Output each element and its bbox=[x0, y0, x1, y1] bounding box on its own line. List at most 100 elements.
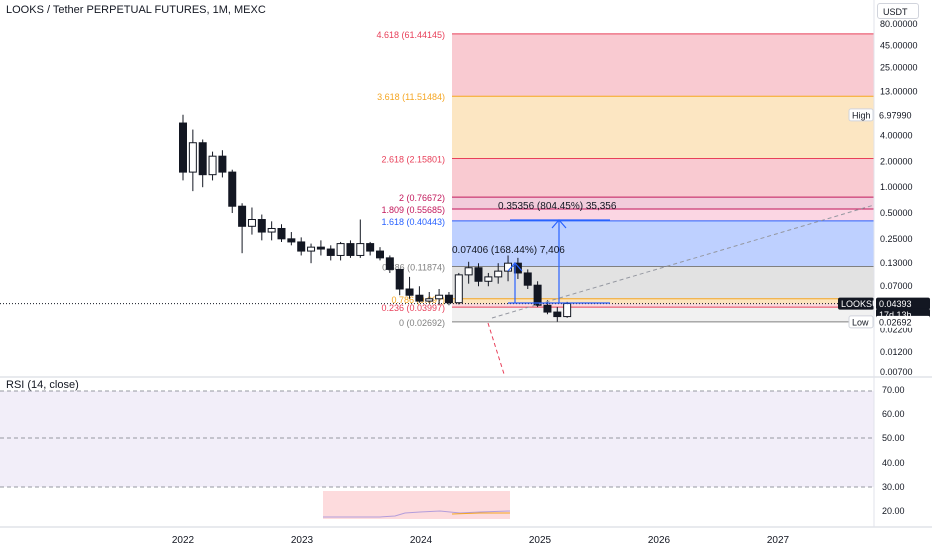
candle-body-19 bbox=[366, 243, 375, 252]
price-tick: 0.02200 bbox=[880, 324, 913, 334]
fib-label-8: 0.236 (0.03997) bbox=[381, 303, 445, 313]
candle-body-31 bbox=[484, 276, 493, 282]
candle-body-9 bbox=[267, 227, 276, 233]
measure-arrowhead-1 bbox=[507, 262, 523, 272]
fib-zone-3 bbox=[452, 197, 874, 210]
candle-body-4 bbox=[218, 155, 227, 173]
fib-label-5: 1.618 (0.40443) bbox=[381, 217, 445, 227]
price-tick: 0.50000 bbox=[880, 208, 913, 218]
fib-label-9: 0 (0.02692) bbox=[399, 318, 445, 328]
symbol-title[interactable]: LOOKS / Tether PERPETUAL FUTURES, 1M, ME… bbox=[6, 4, 266, 16]
fib-zone-8 bbox=[452, 303, 874, 308]
candle-body-12 bbox=[297, 241, 306, 252]
time-tick: 2025 bbox=[529, 535, 552, 546]
fib-zone-7 bbox=[452, 298, 874, 304]
candle-body-24 bbox=[415, 294, 424, 302]
rsi-oversold-fill bbox=[323, 491, 510, 519]
candle-body-11 bbox=[287, 238, 296, 243]
price-tick: 0.25000 bbox=[880, 234, 913, 244]
rsi-line bbox=[323, 510, 511, 518]
candle-body-15 bbox=[326, 248, 335, 256]
currency-selector[interactable]: USDT bbox=[877, 3, 919, 19]
time-tick: 2027 bbox=[767, 535, 790, 546]
candle-body-8 bbox=[257, 219, 266, 233]
candle-body-16 bbox=[336, 243, 345, 256]
last-price-tag: 0.04393 bbox=[879, 299, 912, 309]
measure-label-2: 0.35356 (804.45%) 35,356 bbox=[498, 201, 617, 212]
low-value-box bbox=[876, 315, 930, 328]
candle-body-21 bbox=[385, 257, 394, 270]
symbol-tag: LOOKSUSDT.P bbox=[841, 299, 904, 309]
price-tick: 0.00700 bbox=[880, 367, 913, 377]
high-tag: High bbox=[852, 110, 871, 120]
down-projection-line bbox=[487, 322, 505, 375]
candle-body-29 bbox=[464, 267, 473, 276]
low-tag-box bbox=[848, 315, 874, 329]
time-tick: 2022 bbox=[172, 535, 195, 546]
rsi-ma-line bbox=[451, 512, 510, 515]
time-tick: 2026 bbox=[648, 535, 671, 546]
candle-body-1 bbox=[188, 142, 197, 173]
candle-body-0 bbox=[179, 122, 187, 173]
candle-body-17 bbox=[346, 243, 355, 256]
fib-label-3: 2 (0.76672) bbox=[399, 193, 445, 203]
high-tag-box bbox=[848, 108, 874, 122]
trend-line bbox=[491, 204, 875, 319]
candle-body-13 bbox=[307, 246, 316, 252]
low-tag: Low bbox=[852, 317, 869, 327]
candle-body-36 bbox=[533, 284, 542, 306]
price-tick: 80.00000 bbox=[880, 19, 918, 29]
price-tick: 0.13000 bbox=[880, 258, 913, 268]
rsi-tick: 50.00 bbox=[882, 433, 905, 443]
price-tick: 2.00000 bbox=[880, 156, 913, 166]
fib-label-4: 1.809 (0.55685) bbox=[381, 205, 445, 215]
fib-label-6: 0.886 (0.11874) bbox=[382, 263, 445, 273]
price-tick: 0.07000 bbox=[880, 281, 913, 291]
candle-body-37 bbox=[543, 304, 552, 313]
rsi-band bbox=[0, 391, 874, 487]
candle-body-2 bbox=[198, 142, 207, 176]
candle-body-32 bbox=[494, 270, 503, 278]
high-value-box bbox=[876, 108, 930, 121]
fib-zone-0 bbox=[452, 33, 874, 97]
fib-zone-6 bbox=[452, 266, 874, 299]
candle-body-14 bbox=[316, 246, 325, 250]
rsi-tick: 30.00 bbox=[882, 482, 905, 492]
price-tick: 0.01200 bbox=[880, 347, 913, 357]
candle-body-3 bbox=[208, 155, 217, 176]
candle-body-25 bbox=[425, 298, 434, 302]
measure-label-1: 0.07406 (168.44%) 7,406 bbox=[452, 245, 565, 256]
time-tick: 2024 bbox=[410, 535, 433, 546]
candle-body-27 bbox=[444, 294, 453, 304]
candle-body-7 bbox=[247, 219, 256, 227]
candle-body-33 bbox=[504, 262, 513, 272]
price-tick: 1.00000 bbox=[880, 182, 913, 192]
candle-body-22 bbox=[395, 268, 404, 290]
candle-body-39 bbox=[563, 303, 572, 318]
rsi-tick: 20.00 bbox=[882, 506, 905, 516]
last-price-tag-box bbox=[876, 297, 930, 310]
candle-body-30 bbox=[474, 267, 483, 282]
fib-label-1: 3.618 (11.51484) bbox=[377, 92, 445, 102]
rsi-tick: 40.00 bbox=[882, 458, 905, 468]
time-tick: 2023 bbox=[291, 535, 314, 546]
high-value: 6.97990 bbox=[879, 110, 912, 120]
candle-body-23 bbox=[405, 288, 414, 296]
symbol-tag-box bbox=[838, 297, 874, 310]
price-tick: 13.00000 bbox=[880, 87, 918, 97]
rsi-tick: 60.00 bbox=[882, 409, 905, 419]
price-tick: 25.00000 bbox=[880, 62, 918, 72]
rsi-title[interactable]: RSI (14, close) bbox=[6, 379, 79, 391]
candle-body-18 bbox=[356, 243, 365, 256]
fib-zone-1 bbox=[452, 96, 874, 159]
fib-zone-4 bbox=[452, 209, 874, 221]
fib-zone-5 bbox=[452, 220, 874, 267]
price-tick: 45.00000 bbox=[880, 40, 918, 50]
fib-label-0: 4.618 (61.44145) bbox=[376, 30, 445, 40]
candle-body-38 bbox=[553, 311, 562, 318]
fib-zone-2 bbox=[452, 158, 874, 198]
candle-body-10 bbox=[277, 227, 286, 240]
candle-body-6 bbox=[238, 205, 247, 227]
fib-zone-9 bbox=[452, 307, 874, 322]
